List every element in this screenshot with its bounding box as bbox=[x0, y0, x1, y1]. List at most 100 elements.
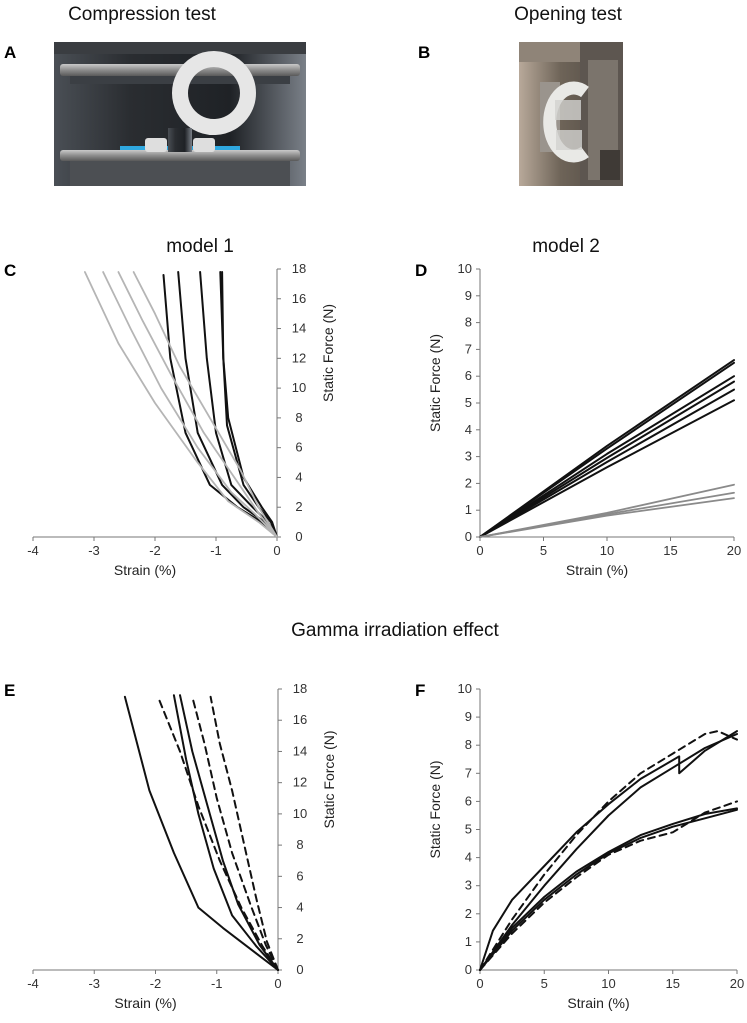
series-line-2 bbox=[221, 271, 278, 538]
y-tick-label: 16 bbox=[293, 712, 307, 727]
x-axis-label: Strain (%) bbox=[566, 562, 628, 578]
series-line-3 bbox=[479, 375, 735, 538]
x-axis-label: Strain (%) bbox=[114, 562, 176, 578]
series-line-5 bbox=[191, 695, 279, 971]
chart-f: 0 5 10 15 20 0 1 2 3 4 5 6 7 8 9 10 Strain (%) Static For… bbox=[427, 681, 744, 1011]
y-tick-label: 7 bbox=[465, 765, 472, 780]
y-tick-label: 6 bbox=[465, 793, 472, 808]
chart-e: -4 -3 -2 -1 00 2 4 6 8 10 12 14 16 18 Strain (%) Static… bbox=[27, 681, 337, 1011]
panel-label-a: A bbox=[4, 43, 16, 62]
y-tick-label: 2 bbox=[465, 906, 472, 921]
panel-label-b: B bbox=[418, 43, 430, 62]
y-tick-label: 18 bbox=[293, 681, 307, 696]
y-tick-label: 1 bbox=[465, 502, 472, 517]
series-line-7 bbox=[102, 271, 278, 538]
series-line-8 bbox=[117, 271, 278, 538]
y-tick-label: 3 bbox=[465, 878, 472, 893]
y-tick-label: 6 bbox=[295, 440, 302, 455]
x-tick-label: 0 bbox=[476, 543, 483, 558]
series-line-9 bbox=[479, 497, 735, 538]
y-axis-label: Static Force (N) bbox=[320, 304, 336, 402]
series-line-9 bbox=[132, 271, 278, 538]
x-tick-label: 5 bbox=[540, 543, 547, 558]
x-tick-label: 10 bbox=[601, 976, 615, 991]
series-line-3 bbox=[179, 694, 279, 971]
model1-title: model 1 bbox=[166, 236, 234, 257]
series-line-1 bbox=[123, 695, 279, 971]
x-axis-label: Strain (%) bbox=[567, 995, 629, 1011]
y-tick-label: 10 bbox=[458, 261, 472, 276]
series-line-4 bbox=[479, 380, 735, 538]
x-tick-label: 10 bbox=[600, 543, 614, 558]
chart-d: 0 5 10 15 20 0 1 2 3 4 5 6 7 8 9 10 Strain (%) Static For… bbox=[427, 261, 741, 578]
y-tick-label: 4 bbox=[465, 850, 472, 865]
series-line-5 bbox=[162, 274, 278, 538]
series-line-6 bbox=[479, 800, 738, 971]
y-tick-label: 0 bbox=[465, 529, 472, 544]
y-tick-label: 2 bbox=[465, 475, 472, 490]
y-tick-label: 6 bbox=[296, 868, 303, 883]
y-tick-label: 10 bbox=[458, 681, 472, 696]
y-tick-label: 5 bbox=[465, 822, 472, 837]
y-tick-label: 0 bbox=[465, 962, 472, 977]
x-tick-label: -3 bbox=[88, 543, 100, 558]
x-tick-label: 0 bbox=[476, 976, 483, 991]
x-tick-label: -1 bbox=[210, 543, 222, 558]
y-axis-label: Static Force (N) bbox=[427, 334, 443, 432]
x-tick-label: -4 bbox=[27, 976, 39, 991]
series-line-5 bbox=[479, 388, 735, 538]
series-line-6 bbox=[84, 271, 278, 538]
y-tick-label: 8 bbox=[295, 410, 302, 425]
y-tick-label: 10 bbox=[293, 806, 307, 821]
y-tick-label: 1 bbox=[465, 934, 472, 949]
series-line-3 bbox=[479, 730, 738, 971]
y-tick-label: 9 bbox=[465, 288, 472, 303]
y-tick-label: 0 bbox=[295, 529, 302, 544]
series-line-1 bbox=[479, 730, 738, 971]
x-tick-label: 20 bbox=[730, 976, 744, 991]
y-tick-label: 6 bbox=[465, 368, 472, 383]
series-line-6 bbox=[209, 695, 279, 971]
y-tick-label: 7 bbox=[465, 341, 472, 356]
y-axis-label: Static Force (N) bbox=[321, 730, 337, 828]
series-line-5 bbox=[479, 808, 738, 971]
panel-label-c: C bbox=[4, 261, 16, 280]
opening-test-title: Opening test bbox=[514, 4, 622, 25]
y-tick-label: 8 bbox=[296, 837, 303, 852]
y-tick-label: 2 bbox=[295, 499, 302, 514]
y-tick-label: 5 bbox=[465, 395, 472, 410]
y-tick-label: 8 bbox=[465, 737, 472, 752]
x-tick-label: 5 bbox=[541, 976, 548, 991]
opening-test-photo bbox=[519, 42, 623, 186]
chart-c: -4 -3 -2 -1 00 2 4 6 8 10 12 14 16 18 Strain (%) Static… bbox=[27, 261, 336, 578]
x-tick-label: -2 bbox=[150, 976, 162, 991]
x-tick-label: -1 bbox=[211, 976, 223, 991]
y-axis-label: Static Force (N) bbox=[427, 760, 443, 858]
x-tick-label: -4 bbox=[27, 543, 39, 558]
y-tick-label: 0 bbox=[296, 962, 303, 977]
compression-test-title: Compression test bbox=[68, 4, 217, 25]
y-tick-label: 12 bbox=[292, 350, 306, 365]
y-tick-label: 4 bbox=[295, 469, 302, 484]
gamma-irradiation-title: Gamma irradiation effect bbox=[291, 620, 499, 641]
y-tick-label: 14 bbox=[292, 321, 306, 336]
x-tick-label: -3 bbox=[88, 976, 100, 991]
y-tick-label: 4 bbox=[296, 900, 303, 915]
series-line-3 bbox=[199, 271, 278, 538]
y-tick-label: 3 bbox=[465, 449, 472, 464]
y-tick-label: 18 bbox=[292, 261, 306, 276]
x-tick-label: 0 bbox=[274, 976, 281, 991]
series-line-2 bbox=[172, 694, 279, 971]
x-tick-label: 20 bbox=[727, 543, 741, 558]
series-line-4 bbox=[157, 697, 279, 971]
y-tick-label: 2 bbox=[296, 931, 303, 946]
x-axis-label: Strain (%) bbox=[114, 995, 176, 1011]
y-tick-label: 4 bbox=[465, 422, 472, 437]
compression-test-photo bbox=[54, 42, 306, 186]
x-tick-label: -2 bbox=[149, 543, 161, 558]
panel-label-d: D bbox=[415, 261, 427, 280]
y-tick-label: 16 bbox=[292, 291, 306, 306]
panel-label-f: F bbox=[415, 681, 425, 700]
x-tick-label: 15 bbox=[666, 976, 680, 991]
